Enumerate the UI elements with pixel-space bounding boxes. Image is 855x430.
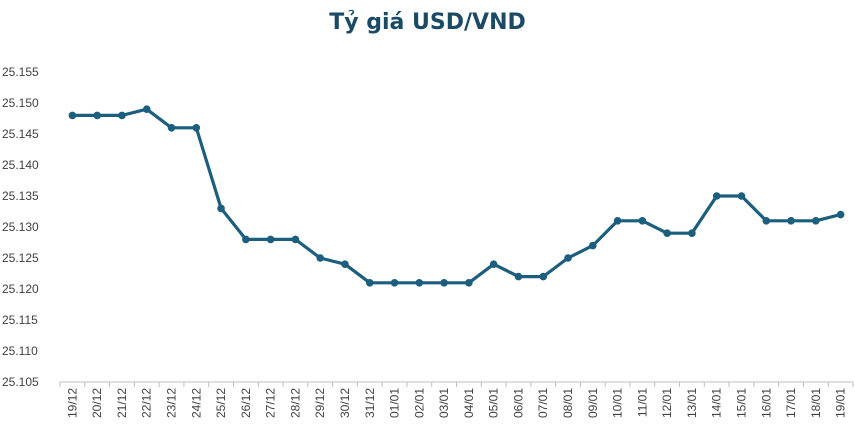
x-tick-label: 30/12 xyxy=(338,388,352,418)
data-point xyxy=(142,105,151,113)
x-tick-label: 27/12 xyxy=(264,388,278,418)
x-tick-label: 24/12 xyxy=(189,388,203,418)
y-tick-label: 25.145 xyxy=(2,127,39,141)
x-tick-label: 17/01 xyxy=(784,388,798,418)
x-tick-label: 31/12 xyxy=(363,388,377,418)
data-point xyxy=(440,279,448,287)
x-tick-label: 08/01 xyxy=(561,388,575,418)
data-point xyxy=(539,272,548,281)
x-tick-label: 11/01 xyxy=(635,388,649,417)
x-tick-label: 02/01 xyxy=(412,388,426,418)
data-point xyxy=(68,111,77,120)
y-tick-label: 25.130 xyxy=(2,220,39,234)
x-tick-label: 26/12 xyxy=(239,388,253,418)
y-tick-label: 25.150 xyxy=(2,96,39,110)
y-tick-label: 25.135 xyxy=(2,189,39,203)
x-tick-label: 14/01 xyxy=(710,388,724,418)
x-tick-label: 25/12 xyxy=(214,388,228,418)
x-tick-label: 20/12 xyxy=(90,388,104,418)
data-point xyxy=(762,217,771,225)
y-tick-label: 25.155 xyxy=(2,65,39,79)
data-point xyxy=(93,111,101,120)
x-tick-label: 15/01 xyxy=(734,388,748,418)
data-point xyxy=(836,210,845,219)
data-point xyxy=(242,235,250,244)
data-point xyxy=(564,254,572,262)
data-point xyxy=(514,272,523,281)
data-point xyxy=(167,124,176,132)
y-tick-label: 25.140 xyxy=(2,158,39,172)
y-tick-label: 25.110 xyxy=(2,344,38,358)
x-tick-label: 29/12 xyxy=(313,388,327,418)
data-point xyxy=(489,260,498,269)
series-line xyxy=(72,107,841,285)
data-point xyxy=(341,260,349,269)
data-point xyxy=(737,192,746,200)
x-tick-label: 18/01 xyxy=(809,388,823,418)
data-point xyxy=(688,229,696,237)
data-point xyxy=(192,124,201,132)
x-tick-label: 12/01 xyxy=(660,388,674,418)
chart-title: Tỷ giá USD/VND xyxy=(329,10,526,35)
x-tick-label: 06/01 xyxy=(511,388,525,418)
data-points xyxy=(68,105,845,287)
data-point xyxy=(787,217,795,225)
y-axis-ticks: 25.105 25.110 25.115 25.120 25.125 25.130 25.1… xyxy=(2,65,39,389)
data-point xyxy=(266,235,275,244)
data-point xyxy=(638,217,647,225)
x-tick-label: 10/01 xyxy=(611,388,625,418)
data-point xyxy=(118,111,126,120)
data-point xyxy=(663,229,671,237)
x-tick-label: 04/01 xyxy=(462,388,476,418)
data-point xyxy=(390,279,399,287)
data-point xyxy=(465,279,473,287)
x-tick-label: 19/01 xyxy=(834,388,848,418)
data-point xyxy=(291,235,300,244)
x-tick-label: 19/12 xyxy=(65,388,79,418)
x-tick-label: 09/01 xyxy=(586,388,600,418)
x-tick-label: 13/01 xyxy=(685,388,699,418)
x-axis-ticks: 19/12 20/12 21/12 22/12 23/12 24/12 25/12 26/12… xyxy=(59,382,854,418)
x-tick-label: 21/12 xyxy=(115,388,129,418)
x-tick-label: 22/12 xyxy=(140,388,154,418)
data-point xyxy=(316,254,325,262)
y-tick-label: 25.115 xyxy=(2,313,38,327)
data-point xyxy=(712,192,721,200)
data-point xyxy=(415,279,424,287)
x-tick-label: 03/01 xyxy=(437,388,451,418)
data-point xyxy=(613,217,622,225)
y-tick-label: 25.120 xyxy=(2,282,39,296)
data-point xyxy=(365,279,374,287)
data-point xyxy=(588,241,597,250)
x-tick-label: 16/01 xyxy=(759,388,773,418)
data-point xyxy=(812,217,820,225)
x-tick-label: 28/12 xyxy=(288,388,302,418)
x-tick-label: 07/01 xyxy=(536,388,550,418)
x-tick-label: 05/01 xyxy=(487,388,501,418)
y-tick-label: 25.105 xyxy=(2,375,39,389)
x-tick-label: 01/01 xyxy=(388,388,402,418)
y-tick-label: 25.125 xyxy=(2,251,39,265)
x-tick-label: 23/12 xyxy=(165,388,179,418)
data-point xyxy=(217,204,225,213)
